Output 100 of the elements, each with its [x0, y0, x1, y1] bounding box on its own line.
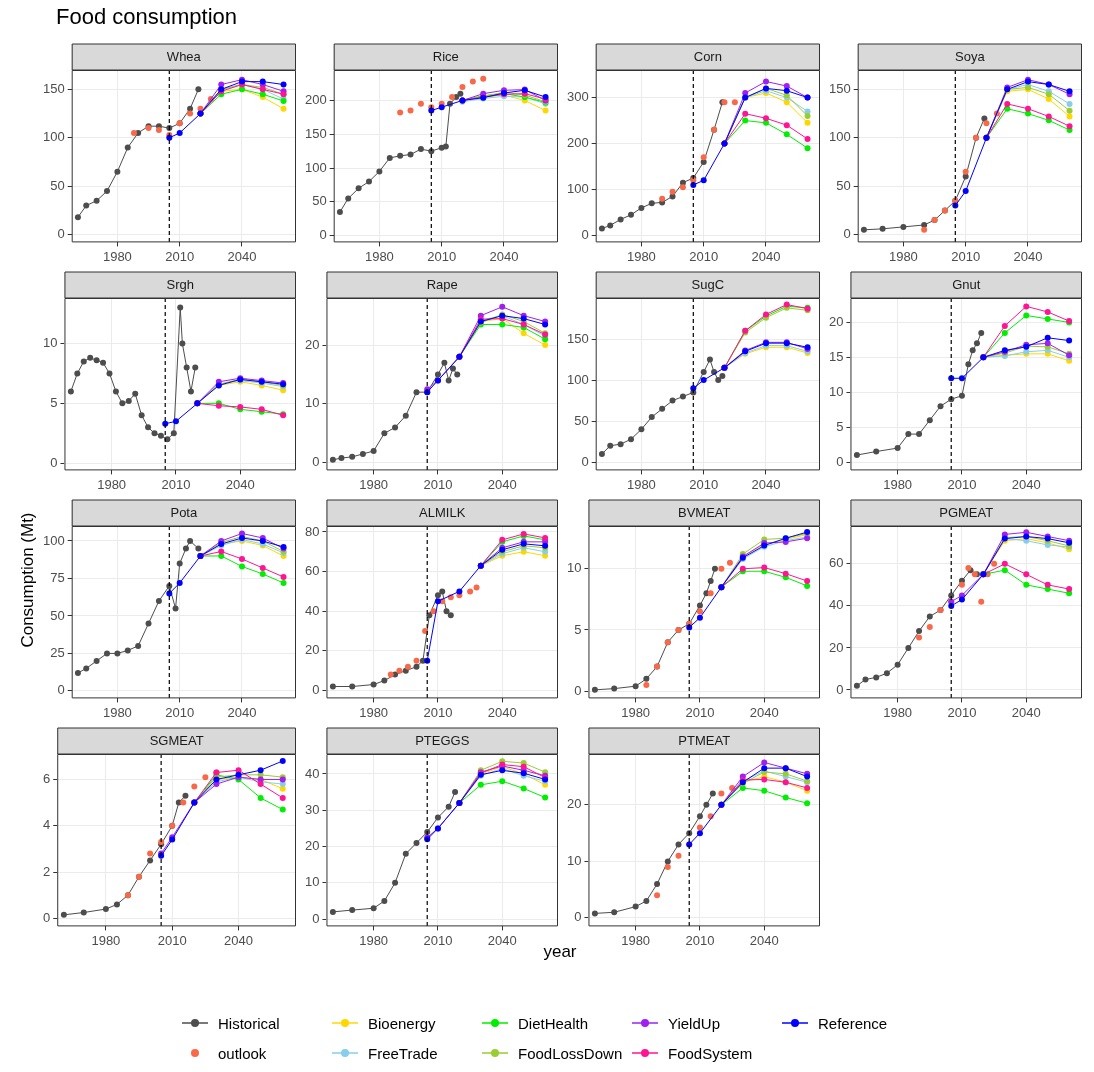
x-tick-label: 2040: [487, 476, 517, 492]
x-tick-label: 2040: [224, 932, 253, 948]
legend-label: FreeTrade: [368, 1044, 438, 1062]
x-tick-label: 2040: [225, 476, 255, 492]
x-tick-label: 1980: [626, 476, 656, 492]
y-tick-label: 10: [828, 383, 844, 399]
y-tick-label: 50: [312, 193, 327, 209]
y-tick-label: 0: [836, 681, 844, 697]
y-tick-label: 40: [304, 602, 320, 618]
x-tick-label: 2040: [227, 248, 257, 264]
x-tick-label: 2010: [689, 476, 719, 492]
chart-subtitle: Corn: [693, 48, 722, 64]
y-tick-label: 0: [57, 682, 65, 698]
x-tick-label: 1980: [621, 932, 651, 948]
x-tick-label: 2010: [423, 704, 453, 720]
y-tick-label: 2: [43, 863, 51, 879]
y-tick-label: 75: [50, 570, 65, 586]
y-tick-label: 0: [581, 227, 589, 243]
x-tick-label: 1980: [364, 248, 394, 264]
y-tick-label: 0: [312, 682, 320, 698]
y-tick-label: 150: [828, 80, 851, 96]
y-tick-label: 30: [304, 801, 320, 817]
x-tick-label: 1980: [621, 704, 651, 720]
y-tick-label: 100: [42, 532, 65, 548]
y-tick-label: 100: [566, 181, 589, 197]
y-tick-label: 0: [574, 682, 582, 698]
y-tick-label: 0: [574, 909, 582, 925]
chart-subtitle: PGMEAT: [939, 504, 994, 520]
y-tick-label: 300: [566, 89, 589, 105]
x-tick-label: 2040: [749, 932, 779, 948]
y-tick-label: 40: [828, 597, 844, 613]
x-tick-label: 2040: [487, 932, 517, 948]
x-tick-label: 2010: [947, 704, 977, 720]
x-tick-label: 1980: [883, 476, 913, 492]
y-tick-label: 50: [50, 607, 65, 623]
x-tick-label: 2010: [685, 704, 715, 720]
y-tick-label: 10: [304, 874, 320, 890]
y-tick-label: 10: [42, 335, 58, 351]
y-tick-label: 20: [304, 642, 320, 658]
y-tick-label: 0: [312, 910, 320, 926]
x-tick-label: 2010: [427, 248, 457, 264]
y-tick-label: 0: [319, 227, 327, 243]
x-tick-label: 2040: [489, 248, 519, 264]
y-tick-label: 0: [836, 453, 844, 469]
y-tick-label: 50: [50, 177, 65, 193]
chart-subtitle: Rice: [432, 48, 459, 64]
y-tick-label: 6: [43, 771, 51, 787]
chart-subtitle: Srgh: [166, 276, 194, 292]
x-tick-label: 2010: [951, 248, 981, 264]
x-tick-label: 2010: [689, 248, 719, 264]
chart-subtitle: Whea: [166, 48, 202, 64]
x-tick-label: 1980: [359, 704, 389, 720]
x-tick-label: 2040: [487, 704, 517, 720]
y-tick-label: 0: [43, 909, 51, 925]
y-tick-label: 200: [566, 135, 589, 151]
chart-title: Food consumption: [56, 4, 237, 30]
y-tick-label: 60: [828, 555, 844, 571]
y-tick-label: 20: [828, 314, 844, 330]
chart-subtitle: Pota: [170, 504, 198, 520]
x-tick-label: 1980: [888, 248, 918, 264]
x-tick-label: 2010: [161, 476, 191, 492]
x-tick-label: 1980: [102, 704, 132, 720]
x-tick-label: 2040: [227, 704, 257, 720]
y-tick-label: 5: [574, 621, 582, 637]
x-tick-label: 1980: [359, 476, 389, 492]
chart-subtitle: BVMEAT: [677, 504, 731, 520]
legend-label: FoodLossDown: [518, 1044, 623, 1062]
y-tick-label: 0: [843, 226, 851, 242]
y-tick-label: 20: [304, 838, 320, 854]
x-tick-label: 2010: [157, 932, 187, 948]
legend-label: YieldUp: [668, 1014, 720, 1032]
y-tick-label: 10: [304, 395, 320, 411]
y-tick-label: 20: [566, 796, 582, 812]
chart-subtitle: ALMILK: [419, 504, 466, 520]
x-tick-label: 1980: [102, 248, 132, 264]
chart-subtitle: Soya: [955, 48, 986, 64]
x-tick-label: 2040: [749, 704, 779, 720]
y-tick-label: 20: [828, 639, 844, 655]
x-tick-label: 2010: [685, 932, 715, 948]
y-tick-label: 10: [566, 560, 582, 576]
x-tick-label: 2010: [423, 932, 453, 948]
x-tick-label: 2040: [1011, 704, 1041, 720]
y-tick-label: 80: [304, 523, 320, 539]
y-tick-label: 100: [42, 129, 65, 145]
legend-label: FoodSystem: [668, 1044, 753, 1062]
chart-subtitle: PTEGGS: [415, 732, 470, 748]
y-tick-label: 4: [43, 817, 51, 833]
x-tick-label: 2040: [751, 476, 781, 492]
x-axis-title: year: [543, 942, 577, 961]
x-tick-label: 1980: [91, 932, 121, 948]
y-tick-label: 5: [50, 394, 58, 410]
y-tick-label: 200: [304, 92, 327, 107]
y-tick-label: 50: [836, 177, 851, 193]
y-tick-label: 150: [42, 80, 65, 96]
legend-label: outlook: [218, 1044, 267, 1062]
y-tick-label: 50: [574, 412, 589, 428]
legend-label: Reference: [818, 1014, 888, 1032]
x-tick-label: 2010: [423, 476, 453, 492]
y-tick-label: 60: [304, 563, 320, 579]
y-tick-label: 15: [828, 348, 844, 364]
